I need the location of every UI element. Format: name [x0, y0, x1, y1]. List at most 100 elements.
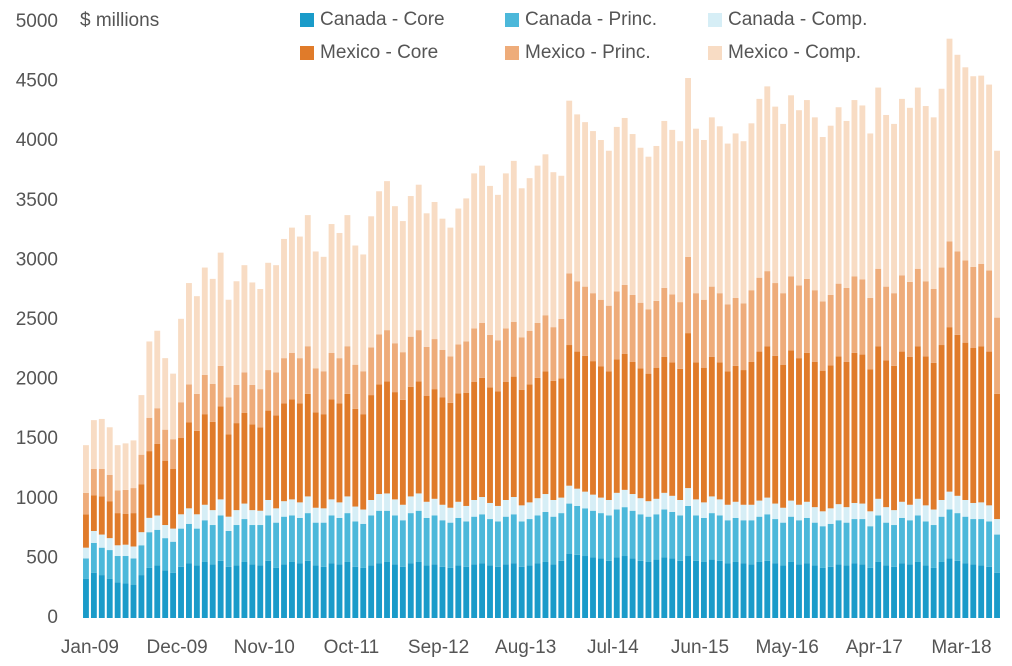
bar-segment	[90, 469, 97, 496]
bar-segment	[685, 78, 691, 257]
bar-segment	[384, 510, 390, 562]
bar-segment	[122, 489, 129, 514]
bar-segment	[257, 427, 264, 511]
y-tick-label: 0	[47, 607, 58, 628]
x-tick-label: May-16	[755, 637, 818, 658]
bar-segment	[772, 519, 779, 564]
bar-segment	[154, 515, 161, 530]
bar-segment	[320, 522, 327, 567]
bar-segment	[502, 381, 509, 500]
bar-segment	[304, 215, 311, 347]
bar-segment	[891, 510, 897, 526]
bar-segment	[764, 271, 771, 347]
bar-segment	[740, 141, 747, 304]
bar-segment	[716, 293, 723, 363]
bar-segment	[550, 564, 557, 618]
bar-segment	[970, 348, 977, 503]
bar-segment	[83, 514, 89, 548]
bar-segment	[98, 534, 105, 548]
bar-segment	[392, 499, 398, 516]
bar-segment	[875, 561, 882, 618]
bar-segment	[217, 560, 224, 618]
bar-segment	[748, 564, 755, 618]
bar-segment	[257, 289, 264, 390]
bar-segment	[875, 268, 882, 347]
bar-segment	[693, 293, 699, 363]
bar-segment	[946, 509, 953, 559]
bar-segment	[518, 505, 525, 522]
bar-segment	[281, 516, 287, 565]
bar-segment	[304, 513, 311, 561]
bar-segment	[344, 346, 351, 394]
bar-segment	[716, 126, 723, 294]
bar-segment	[510, 514, 517, 564]
bar-segment	[249, 424, 256, 511]
bar-segment	[574, 554, 581, 618]
bar-segment	[962, 499, 969, 517]
bar-segment	[899, 563, 905, 618]
bar-segment	[360, 567, 367, 618]
x-tick-label: Apr-17	[846, 637, 903, 658]
bar-segment	[819, 567, 826, 618]
bar-segment	[296, 517, 303, 564]
bar-segment	[114, 490, 121, 514]
bar-segment	[637, 302, 644, 369]
bar-segment	[843, 287, 850, 362]
bar-segment	[859, 279, 866, 355]
bar-segment	[249, 564, 256, 618]
x-tick-label: Oct-11	[324, 637, 380, 658]
bar-segment	[494, 566, 501, 618]
bar-segment	[700, 517, 707, 562]
bar-segment	[201, 561, 208, 618]
bar-segment	[518, 188, 525, 338]
legend-swatch	[505, 13, 519, 27]
bar-segment	[883, 360, 890, 508]
x-tick-label: Dec-09	[146, 637, 207, 658]
bar-segment	[930, 509, 937, 526]
bar-segment	[914, 346, 921, 499]
bar-segment	[289, 561, 295, 618]
bar-segment	[978, 263, 985, 347]
bar-segment	[90, 542, 97, 573]
bar-segment	[479, 514, 486, 564]
bar-segment	[550, 499, 557, 517]
bar-segment	[756, 500, 763, 517]
bar-segment	[772, 283, 779, 356]
bar-segment	[526, 502, 533, 520]
bar-segment	[439, 566, 446, 618]
bar-segment	[597, 140, 604, 300]
bar-segment	[344, 496, 351, 514]
bar-segment	[986, 521, 993, 567]
bar-segment	[788, 350, 794, 501]
bar-segment	[700, 561, 707, 618]
bar-segment	[708, 559, 715, 618]
bar-segment	[954, 513, 961, 561]
bar-segment	[629, 294, 636, 362]
bar-segment	[685, 488, 691, 506]
bar-segment	[970, 76, 977, 267]
bar-segment	[423, 395, 430, 502]
bar-segment	[209, 510, 216, 526]
bar-segment	[788, 500, 794, 517]
bar-segment	[217, 499, 224, 516]
bar-segment	[819, 511, 826, 527]
bar-segment	[114, 582, 121, 618]
bar-segment	[289, 499, 295, 516]
bar-segment	[296, 502, 303, 518]
bar-segment	[558, 378, 565, 498]
bar-segment	[384, 330, 390, 382]
bar-segment	[590, 361, 596, 495]
bar-segment	[693, 499, 699, 516]
bar-segment	[344, 513, 351, 562]
bar-segment	[550, 172, 557, 328]
bar-segment	[296, 236, 303, 359]
bar-segment	[106, 578, 113, 618]
bar-segment	[170, 528, 177, 542]
bar-segment	[962, 563, 969, 618]
bar-segment	[819, 526, 826, 568]
bar-segment	[922, 565, 929, 618]
bar-segment	[138, 395, 145, 455]
bar-segment	[732, 517, 739, 562]
bar-segment	[597, 497, 604, 514]
